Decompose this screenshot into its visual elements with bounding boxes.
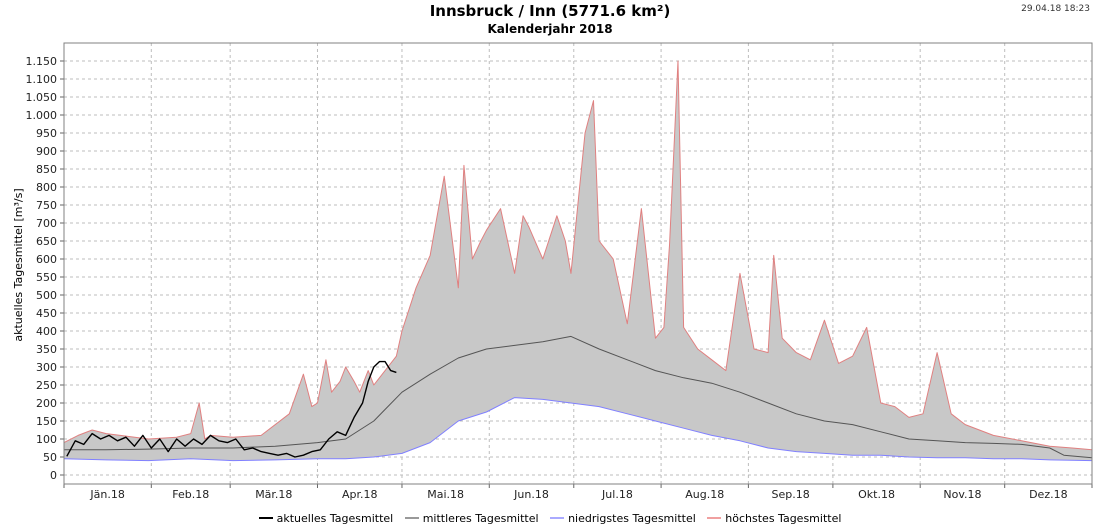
y-tick-label: 0 xyxy=(50,469,57,482)
hydrograph-chart: 0 50 100 150 200 250 300 350 400 450 500 550 600 650 7… xyxy=(12,42,1093,501)
y-tick-label: 750 xyxy=(36,199,57,212)
legend-item-niedrigst: niedrigstes Tagesmittel xyxy=(550,512,696,525)
range-band xyxy=(64,61,1092,461)
y-tick-label: 1.050 xyxy=(26,91,58,104)
legend-swatch-aktuell xyxy=(258,517,273,519)
y-tick-label: 300 xyxy=(36,361,57,374)
x-tick-label: Okt.18 xyxy=(858,488,895,501)
y-tick-label: 50 xyxy=(43,451,57,464)
y-tick-label: 650 xyxy=(36,235,57,248)
y-tick-label: 350 xyxy=(36,343,57,356)
y-tick-label: 800 xyxy=(36,181,57,194)
x-tick-label: Jun.18 xyxy=(513,488,549,501)
y-tick-label: 1.100 xyxy=(26,73,58,86)
legend-swatch-mittel xyxy=(404,517,419,519)
x-tick-labels: Jän.18 Feb.18 Mär.18 Apr.18 Mai.18 Jun.18 Jul.… xyxy=(89,488,1067,501)
data-areas xyxy=(64,61,1092,461)
legend-item-mittel: mittleres Tagesmittel xyxy=(404,511,539,525)
plot-frame xyxy=(63,42,1093,485)
series-aktuell-line xyxy=(66,360,397,458)
y-tick-label: 1.000 xyxy=(26,109,58,122)
legend-label-niedrigst: niedrigstes Tagesmittel xyxy=(568,511,696,525)
x-tick-label: Dez.18 xyxy=(1029,488,1068,501)
x-tick-label: Jul.18 xyxy=(601,488,633,501)
legend-item-hoechst: höchstes Tagesmittel xyxy=(707,512,841,525)
series-niedrigst-line xyxy=(63,397,1093,462)
y-tick-label: 500 xyxy=(36,289,57,302)
legend-swatch-hoechst xyxy=(707,517,722,519)
y-tick-label: 600 xyxy=(36,253,57,266)
y-tick-label: 150 xyxy=(36,415,57,428)
legend-item-aktuell: aktuelles Tagesmittel xyxy=(258,511,394,525)
y-tick-label: 250 xyxy=(36,379,57,392)
legend: aktuelles Tagesmittel mittleres Tagesmit… xyxy=(0,509,1100,525)
x-tick-label: Nov.18 xyxy=(943,488,981,501)
y-tick-label: 850 xyxy=(36,163,57,176)
legend-label-aktuell: aktuelles Tagesmittel xyxy=(276,511,394,525)
x-tick-label: Apr.18 xyxy=(342,488,378,501)
legend-swatch-niedrigst xyxy=(550,517,565,519)
y-tick-label: 450 xyxy=(36,307,57,320)
y-tick-label: 400 xyxy=(36,325,57,338)
y-tick-labels: 0 50 100 150 200 250 300 350 400 450 500 550 600 650 7… xyxy=(26,55,58,482)
chart-subtitle: Kalenderjahr 2018 xyxy=(487,22,613,36)
y-tick-label: 900 xyxy=(36,145,57,158)
x-tick-label: Feb.18 xyxy=(172,488,209,501)
y-tick-label: 100 xyxy=(36,433,57,446)
y-tick-label: 200 xyxy=(36,397,57,410)
axes xyxy=(60,42,1093,488)
y-tick-label: 550 xyxy=(36,271,57,284)
series-mittel-line xyxy=(64,335,1093,459)
y-tick-label: 1.150 xyxy=(26,55,58,68)
legend-label-mittel: mittleres Tagesmittel xyxy=(422,511,539,525)
data-lines xyxy=(63,60,1093,462)
timestamp: 29.04.18 18:23 xyxy=(1021,4,1090,14)
x-tick-label: Jän.18 xyxy=(89,488,124,501)
y-tick-label: 700 xyxy=(36,217,57,230)
series-hoechst-line xyxy=(63,60,1093,451)
x-tick-label: Mär.18 xyxy=(255,488,292,501)
y-axis-label: aktuelles Tagesmittel [m³/s] xyxy=(12,188,25,341)
x-tick-label: Sep.18 xyxy=(772,488,810,501)
x-tick-label: Aug.18 xyxy=(685,488,724,501)
y-tick-label: 950 xyxy=(36,127,57,140)
legend-label-hoechst: höchstes Tagesmittel xyxy=(725,511,842,525)
x-tick-label: Mai.18 xyxy=(427,488,464,501)
chart-title: Innsbruck / Inn (5771.6 km²) xyxy=(429,2,671,20)
